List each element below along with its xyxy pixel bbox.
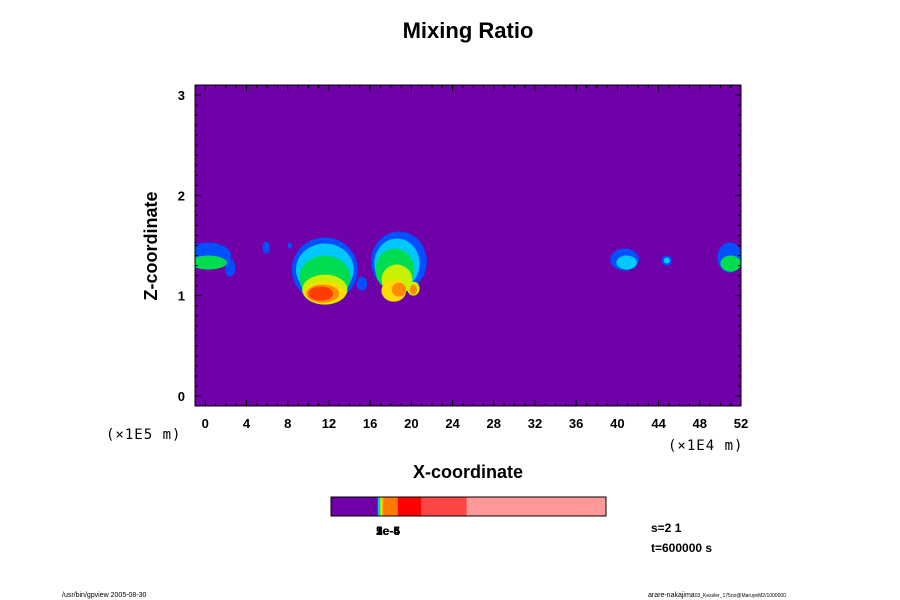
x-tick-label: 20 xyxy=(404,416,418,431)
contour-feature xyxy=(720,255,741,272)
colorbar xyxy=(331,497,607,516)
colorbar-segment xyxy=(379,497,381,516)
x-tick-label: 36 xyxy=(569,416,583,431)
contour-feature xyxy=(409,284,418,295)
y-axis-label: Z-coordinate xyxy=(141,191,161,300)
x-scale-label: (×1E4 m) xyxy=(668,438,743,454)
colorbar-segment xyxy=(382,497,385,516)
x-tick-label: 32 xyxy=(528,416,542,431)
contour-feature xyxy=(616,255,637,270)
x-tick-label: 12 xyxy=(322,416,336,431)
x-tick-label: 52 xyxy=(734,416,748,431)
colorbar-segment xyxy=(376,497,379,516)
contour-feature xyxy=(308,286,334,301)
colorbar-segment xyxy=(378,497,380,516)
colorbar-label: 2e-5 xyxy=(376,524,400,538)
colorbar-frame xyxy=(330,496,607,517)
x-tick-label: 24 xyxy=(445,416,460,431)
contour-feature xyxy=(195,255,227,270)
contour-feature xyxy=(356,276,368,291)
contour-feature xyxy=(663,257,670,264)
x-tick-label: 4 xyxy=(243,416,251,431)
contour-feature xyxy=(224,258,236,277)
contour-feature xyxy=(262,241,270,254)
colorbar-segment xyxy=(466,497,607,516)
x-axis-label: X-coordinate xyxy=(413,462,523,482)
plot-background xyxy=(195,85,741,406)
colorbar-segment xyxy=(381,497,383,516)
colorbar-segment xyxy=(397,497,422,516)
x-tick-label: 40 xyxy=(610,416,624,431)
footer-left: /usr/bin/gpview 2005-08-30 xyxy=(62,592,147,599)
footer-right-sub: 03_Kessler_175no@MaruyeM2/1000000 xyxy=(695,593,786,599)
colorbar-label: 5e-5 xyxy=(376,524,400,538)
x-tick-label: 48 xyxy=(693,416,707,431)
s-label: s=2 1 xyxy=(651,521,682,535)
colorbar-label: 1e-6 xyxy=(376,524,400,538)
y-tick-label: 2 xyxy=(178,188,185,203)
contour-feature xyxy=(391,282,407,297)
footer-right-main: arare-nakajima xyxy=(648,592,695,599)
x-tick-label: 0 xyxy=(202,416,209,431)
x-tick-label: 8 xyxy=(284,416,291,431)
x-tick-label: 16 xyxy=(363,416,377,431)
contour-features xyxy=(195,231,741,305)
colorbar-segment xyxy=(421,497,468,516)
contour-feature xyxy=(287,242,292,249)
footer-right: arare-nakajima03_Kessler_175no@MaruyeM2/… xyxy=(648,592,786,599)
colorbar-label: 1e-4 xyxy=(376,524,400,538)
x-tick-label: 44 xyxy=(651,416,666,431)
y-tick-label: 1 xyxy=(178,289,185,304)
colorbar-segment xyxy=(380,497,382,516)
colorbar-labels: 1e-62e-55e-51e-4 xyxy=(376,524,400,538)
y-tick-label: 3 xyxy=(178,88,185,103)
colorbar-segment xyxy=(331,497,378,516)
y-tick-label: 0 xyxy=(178,389,185,404)
t-label: t=600000 s xyxy=(651,541,712,555)
chart-title: Mixing Ratio xyxy=(403,18,534,43)
x-tick-label: 28 xyxy=(487,416,501,431)
colorbar-segment xyxy=(384,497,399,516)
y-scale-label: (×1E5 m) xyxy=(106,427,181,443)
